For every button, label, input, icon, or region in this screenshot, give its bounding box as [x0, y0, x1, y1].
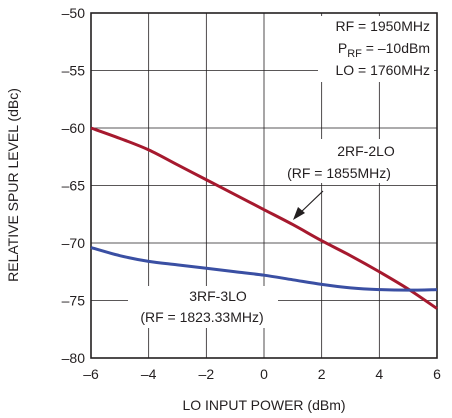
x-tick-label: –2: [199, 366, 215, 382]
label-2rf-2lo-arrowhead: [293, 207, 305, 220]
x-tick-label: 0: [260, 366, 268, 382]
x-tick-label: 6: [433, 366, 441, 382]
conditions-background: [318, 16, 434, 82]
y-tick-label: –55: [62, 63, 86, 79]
plot-frame: [90, 12, 438, 359]
x-tick-label: 2: [318, 366, 326, 382]
label-2rf-2lo-freq: (RF = 1855MHz): [287, 165, 391, 181]
condition-rf: RF = 1950MHz: [335, 18, 430, 34]
x-tick-label: –4: [141, 366, 157, 382]
label-2rf-2lo: 2RF-2LO: [337, 143, 395, 159]
y-tick-label: –75: [62, 293, 86, 309]
x-axis-label: LO INPUT POWER (dBm): [182, 397, 345, 413]
series-2rf-2lo-line: [90, 126, 438, 310]
label-2rf-2lo-background: [274, 139, 402, 183]
label-3rf-3lo: 3RF-3LO: [189, 288, 247, 304]
y-tick-label: –60: [62, 120, 86, 136]
y-axis-label: RELATIVE SPUR LEVEL (dBc): [5, 88, 21, 282]
condition-prf-rest: = –10dBm: [362, 40, 430, 56]
label-2rf-2lo-pointer: [298, 190, 324, 215]
axis-ticks: –6 –4 –2 0 2 4 6 –50 –55 –60 –65 –70 –75 –80: [62, 5, 441, 382]
label-3rf-3lo-freq: (RF = 1823.33MHz): [140, 309, 263, 325]
condition-prf: PRF = –10dBm: [338, 40, 430, 60]
condition-prf-prefix: P: [338, 40, 347, 56]
condition-lo: LO = 1760MHz: [335, 62, 430, 78]
condition-prf-sub: RF: [347, 48, 362, 60]
x-tick-label: –6: [83, 366, 99, 382]
series-3rf-3lo-line: [90, 246, 438, 292]
y-tick-label: –65: [62, 178, 86, 194]
y-tick-label: –70: [62, 235, 86, 251]
y-tick-label: –50: [62, 5, 86, 21]
y-tick-label: –80: [62, 350, 86, 366]
x-tick-label: 4: [375, 366, 383, 382]
label-3rf-3lo-background: [128, 286, 278, 328]
